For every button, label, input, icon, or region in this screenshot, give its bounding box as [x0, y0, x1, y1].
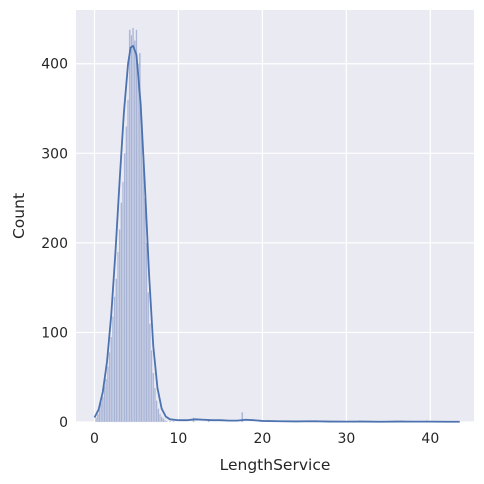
histogram-bar — [122, 181, 125, 423]
histogram-bar — [153, 387, 156, 423]
histogram-bar — [135, 29, 138, 423]
histogram-bar — [111, 316, 114, 423]
histogram-bar — [164, 420, 166, 423]
x-tick-label: 40 — [421, 431, 439, 447]
histogram-bar — [241, 411, 244, 423]
histogram-bar — [143, 197, 146, 423]
histogram-bar — [95, 417, 98, 423]
histogram-bar — [120, 202, 123, 423]
histogram-bar — [110, 336, 113, 423]
x-tick-label: 20 — [253, 431, 271, 447]
histogram-bar — [145, 242, 148, 423]
histogram-bar — [98, 409, 101, 423]
histogram-bar — [172, 420, 175, 423]
histogram-bar — [162, 418, 165, 423]
histogram-bar — [158, 413, 161, 423]
histogram-bar — [125, 126, 128, 423]
histogram-bar — [123, 153, 126, 423]
y-tick-label: 400 — [41, 57, 68, 73]
histogram-bars — [95, 27, 459, 423]
histogram-bar — [160, 416, 163, 423]
histogram-bar — [96, 413, 99, 423]
histogram-bar — [147, 291, 150, 423]
x-tick-label: 30 — [337, 431, 355, 447]
histogram-bar — [169, 420, 172, 423]
x-tick-label: 0 — [90, 431, 99, 447]
histogram-bar — [116, 251, 119, 423]
histogram-bar — [118, 229, 121, 423]
x-tick-label: 10 — [170, 431, 188, 447]
histogram-bar — [100, 402, 103, 423]
histogram-bar — [105, 378, 108, 423]
histogram-bar — [150, 350, 153, 423]
histogram-bar — [133, 40, 136, 423]
histogram-bar — [142, 153, 145, 423]
histogram-bar — [132, 27, 135, 423]
y-axis-label: Count — [10, 193, 28, 239]
histogram-bar — [148, 323, 151, 423]
y-tick-label: 100 — [41, 325, 68, 341]
y-tick-labels: 0 100 200 300 400 — [41, 57, 68, 431]
histogram-bar — [113, 296, 116, 423]
x-tick-labels: 0 10 20 30 40 — [90, 431, 439, 447]
histogram-bar — [140, 117, 143, 423]
histogram-bar — [103, 386, 106, 423]
kde-curve — [93, 44, 460, 423]
histogram-bar — [157, 408, 160, 423]
x-axis-label: LengthService — [220, 456, 331, 474]
y-tick-label: 200 — [41, 236, 68, 252]
y-tick-label: 0 — [59, 415, 68, 431]
histogram-bar — [137, 63, 140, 423]
histogram-bar — [130, 34, 133, 423]
histogram-bar — [152, 372, 155, 423]
histogram-bar — [128, 29, 131, 423]
histogram-bar — [108, 351, 111, 423]
histogram-bar — [115, 278, 118, 423]
histogram-bar — [165, 420, 168, 423]
histogram-bar — [106, 366, 109, 423]
y-tick-label: 300 — [41, 146, 68, 162]
histogram-bar — [127, 99, 130, 423]
histogram-bar — [101, 396, 104, 423]
histogram-bar — [155, 400, 158, 423]
